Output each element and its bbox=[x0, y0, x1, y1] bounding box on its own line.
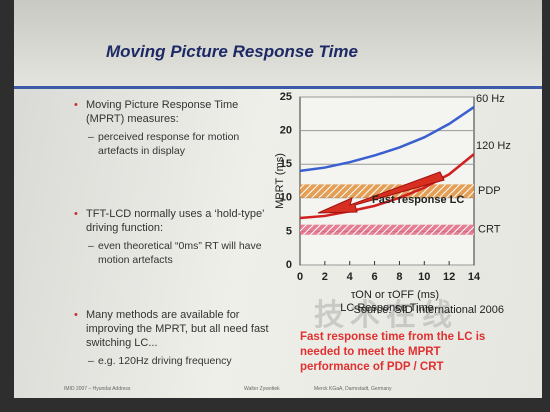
x-tick-label: 8 bbox=[396, 271, 402, 283]
footer: Walter Zywottek bbox=[244, 386, 280, 392]
x-tick-label: 4 bbox=[347, 271, 354, 283]
y-tick-label: 10 bbox=[280, 192, 292, 204]
conclusion: Fast response time from the LC is needed… bbox=[300, 331, 486, 373]
x-tick-label: 14 bbox=[468, 271, 481, 283]
x-tick-label: 6 bbox=[372, 271, 378, 283]
legend-label: 120 Hz bbox=[476, 140, 511, 152]
y-tick-label: 25 bbox=[280, 91, 292, 103]
arrow bbox=[317, 171, 445, 214]
source: Source: SID International 2006 bbox=[354, 304, 504, 316]
footer: IMID 2007 – Hyundai Address bbox=[64, 386, 131, 392]
y-tick-label: 0 bbox=[286, 259, 292, 271]
plot-area bbox=[299, 96, 475, 266]
y-tick-label: 15 bbox=[280, 158, 292, 170]
slide-title: Moving Picture Response Time bbox=[106, 42, 358, 61]
caption: LC Response Time bbox=[340, 302, 434, 314]
band-hatch bbox=[300, 224, 474, 235]
bullet-text: TFT-LCD normally uses a ‘hold-type’ driv… bbox=[86, 207, 276, 235]
x-tick-label: 10 bbox=[418, 271, 430, 283]
footer: Merck KGaA, Darmstadt, Germany bbox=[314, 386, 392, 392]
sub-bullet: e.g. 120Hz driving frequency bbox=[88, 354, 276, 368]
legend-label: 60 Hz bbox=[476, 93, 505, 105]
x-axis-label: τON or τOFF (ms) bbox=[351, 289, 439, 301]
line bbox=[299, 153, 475, 220]
y-axis-label: MPRT (ms) bbox=[274, 153, 286, 209]
bullet: TFT-LCD normally uses a ‘hold-type’ driv… bbox=[86, 207, 276, 267]
y-tick-label: 5 bbox=[286, 225, 292, 237]
bullet: Moving Picture Response Time (MPRT) meas… bbox=[86, 98, 276, 158]
bullet-text: Many methods are available for improving… bbox=[86, 308, 276, 350]
sub-bullet: perceived response for motion artefacts … bbox=[88, 130, 276, 158]
x-tick-label: 0 bbox=[297, 271, 303, 283]
legend-label: PDP bbox=[478, 185, 501, 197]
sub-bullet: even theoretical “0ms” RT will have moti… bbox=[88, 239, 276, 267]
title-bar bbox=[14, 0, 542, 89]
legend-label: CRT bbox=[478, 224, 501, 236]
watermark: 技术在线 bbox=[314, 299, 458, 332]
y-tick-label: 20 bbox=[280, 125, 292, 137]
x-tick-label: 2 bbox=[322, 271, 328, 283]
bullet-text: Moving Picture Response Time (MPRT) meas… bbox=[86, 98, 276, 126]
x-tick-label: 12 bbox=[443, 271, 455, 283]
line bbox=[299, 106, 475, 173]
annotation: Fast response LC bbox=[372, 194, 464, 206]
bullet: Many methods are available for improving… bbox=[86, 308, 276, 368]
